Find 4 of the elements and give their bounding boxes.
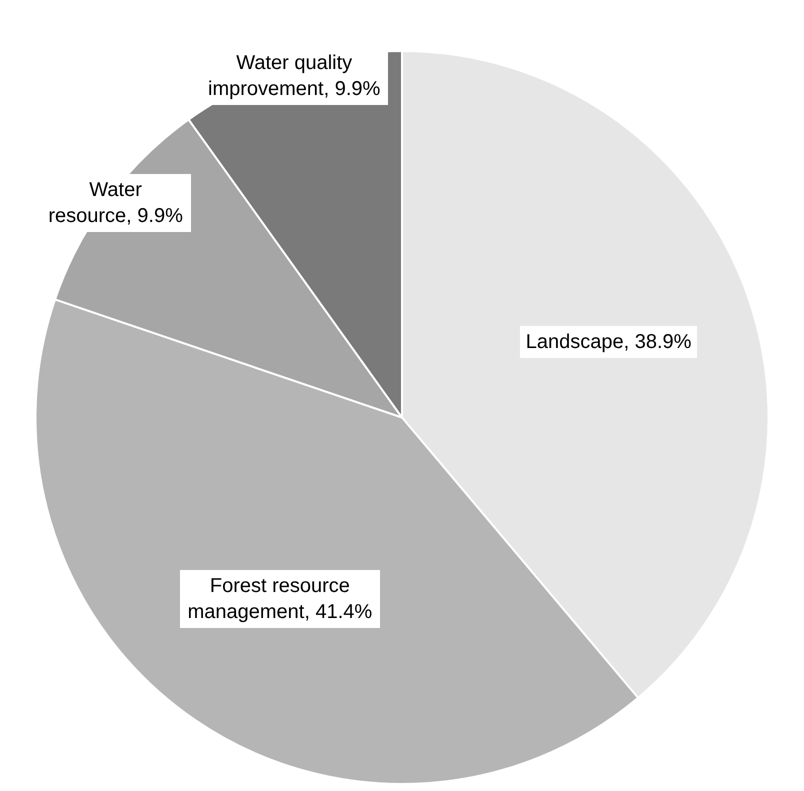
- slice-label: Forest resource management, 41.4%: [180, 570, 380, 628]
- slice-label: Landscape, 38.9%: [520, 326, 698, 358]
- slice-label: Water quality improvement, 9.9%: [200, 46, 388, 105]
- slice-label: Water resource, 9.9%: [40, 174, 191, 232]
